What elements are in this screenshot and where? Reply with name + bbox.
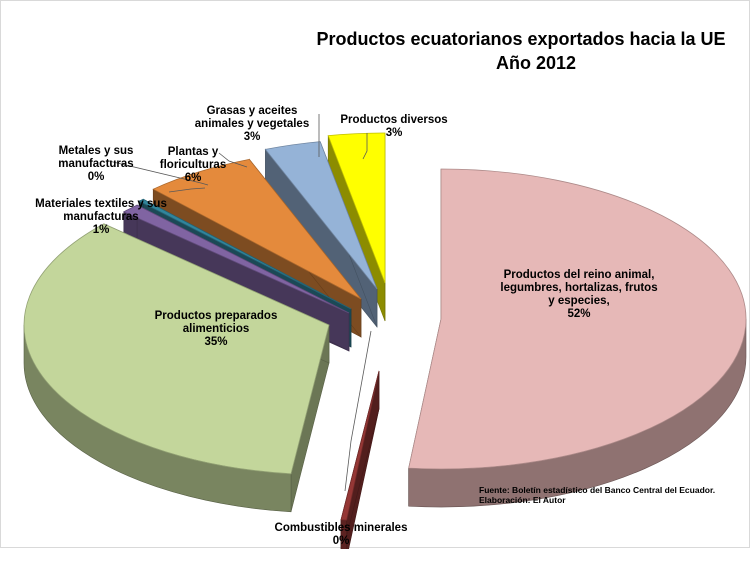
leader-line xyxy=(344,330,372,492)
slice-label-pct: 0% xyxy=(332,535,350,547)
slice-label-text: Materiales textiles y sus manufacturas xyxy=(35,198,167,223)
slice-label-metales: Metales y sus manufacturas 0% xyxy=(51,132,141,197)
slice-label-text: Productos del reino animal, legumbres, h… xyxy=(500,269,658,307)
slice-label-text: Grasas y aceites animales y vegetales xyxy=(194,105,310,130)
pie-slice xyxy=(327,132,386,284)
chart-title-line1: Productos ecuatorianos exportados hacia … xyxy=(316,29,726,49)
slice-label-pct: 0% xyxy=(87,171,105,183)
slice-label-reino-animal: Productos del reino animal, legumbres, h… xyxy=(499,256,659,334)
pie-slice xyxy=(408,168,747,470)
source-line: Fuente: Boletín estadístico del Banco Ce… xyxy=(479,485,716,495)
leader-line xyxy=(218,152,248,168)
chart-subtitle: Año 2012 xyxy=(495,53,577,73)
slice-label-plantas: Plantas y floriculturas 6% xyxy=(153,133,233,198)
pie-slice xyxy=(264,141,378,290)
slice-label-preparados: Productos preparados alimenticios 35% xyxy=(141,297,291,362)
author-line: Elaboración: El Autor xyxy=(479,495,566,505)
slice-label-pct: 3% xyxy=(385,127,403,139)
pie-slice xyxy=(122,204,350,314)
chart-area: Productos ecuatorianos exportados hacia … xyxy=(0,0,750,549)
pie-tops xyxy=(23,132,747,521)
slice-label-text: Productos diversos xyxy=(340,114,448,126)
slice-label-pct: 52% xyxy=(567,308,591,320)
source-note: Fuente: Boletín estadístico del Banco Ce… xyxy=(479,485,715,505)
slice-label-text: Plantas y floriculturas xyxy=(159,146,227,171)
slice-label-pct: 3% xyxy=(243,131,261,143)
slice-label-text: Combustibles minerales xyxy=(274,522,408,534)
chart-title: Productos ecuatorianos exportados hacia … xyxy=(301,27,741,75)
pie-slice xyxy=(340,370,380,521)
pie-slice xyxy=(138,198,352,310)
slice-label-pct: 1% xyxy=(92,224,110,236)
slice-label-text: Productos preparados alimenticios xyxy=(154,310,278,335)
leader-line xyxy=(108,160,209,186)
slice-label-textiles: Materiales textiles y sus manufacturas 1… xyxy=(26,185,176,250)
slice-label-text: Metales y sus manufacturas xyxy=(58,145,134,170)
slice-label-diversos: Productos diversos 3% xyxy=(329,101,459,153)
leader-line xyxy=(168,187,206,193)
slice-label-pct: 6% xyxy=(184,172,202,184)
leader-lines xyxy=(108,114,372,492)
slice-label-grasas: Grasas y aceites animales y vegetales 3% xyxy=(187,92,317,157)
pie-slice xyxy=(23,223,330,475)
slice-label-combustibles: Combustibles minerales 0% xyxy=(256,509,426,561)
leader-line xyxy=(362,133,368,160)
pie-chart xyxy=(23,114,747,549)
slice-label-pct: 35% xyxy=(204,336,228,348)
pie-slice xyxy=(152,158,362,300)
